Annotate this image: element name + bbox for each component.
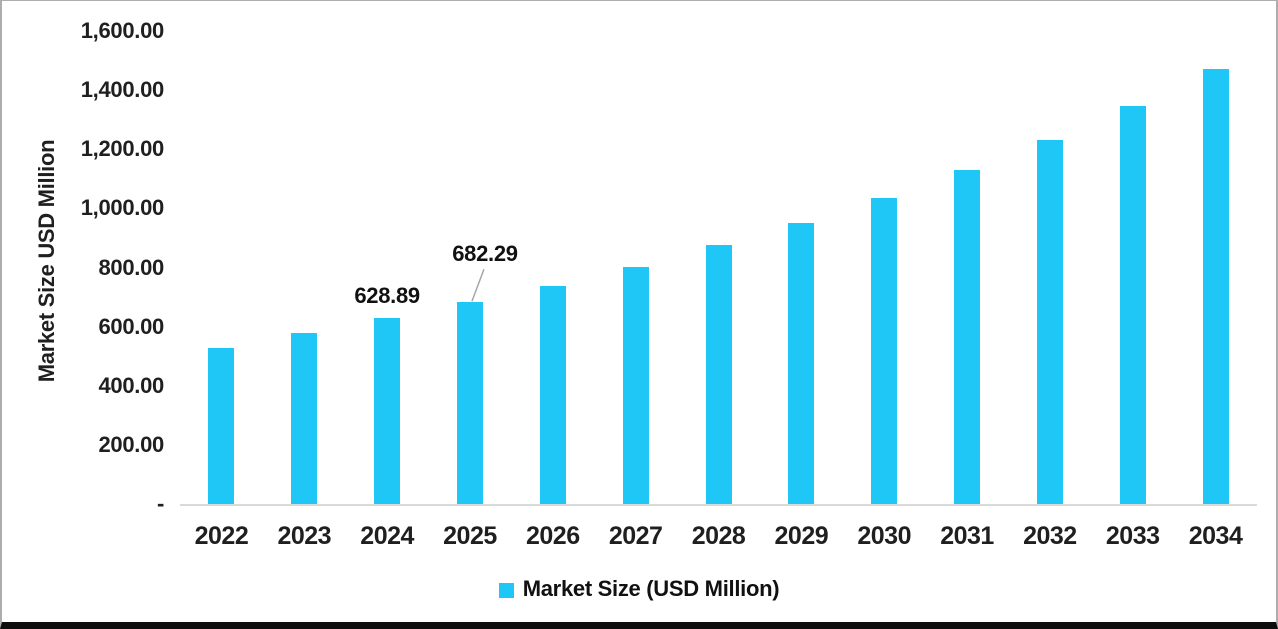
data-label-2025: 682.29 (452, 241, 518, 267)
y-tick-label: 200.00 (98, 431, 165, 457)
bar-2031 (954, 169, 981, 504)
y-tick-label: 1,600.00 (80, 18, 165, 43)
legend-swatch-icon (498, 582, 514, 598)
bar-2025 (456, 302, 483, 504)
x-axis-line (180, 504, 1257, 506)
y-axis-tick-labels: 1,600.00 1,400.00 1,200.00 1,000.00 800.00 60… (40, 18, 165, 516)
x-tick-label: 2028 (691, 522, 746, 550)
x-tick-label: 2031 (940, 522, 994, 550)
bar-2034 (1202, 69, 1229, 504)
y-tick-label: 1,000.00 (80, 195, 165, 221)
x-tick-label: 2025 (443, 522, 497, 550)
bar-2028 (705, 245, 732, 504)
legend: Market Size (USD Million) (2, 576, 1276, 602)
x-tick-label: 2027 (608, 522, 663, 550)
y-tick-label: 600.00 (98, 313, 165, 339)
y-tick-label: 1,400.00 (80, 77, 165, 103)
x-tick-label: 2029 (774, 522, 829, 550)
leader-line (471, 269, 485, 302)
y-tick-label: 1,200.00 (80, 136, 165, 162)
y-tick-label: 800.00 (98, 254, 165, 280)
bar-2032 (1036, 140, 1063, 504)
y-tick-label: - (156, 491, 164, 516)
x-tick-label: 2030 (857, 522, 911, 550)
plot-area: 628.89 682.29 (180, 31, 1257, 506)
x-tick-label: 2023 (277, 522, 332, 550)
x-tick-label: 2032 (1023, 522, 1077, 550)
x-tick-label: 2034 (1188, 522, 1243, 550)
data-label-2024: 628.89 (354, 283, 420, 309)
bar-2022 (208, 348, 235, 504)
bar-2023 (291, 333, 318, 504)
x-tick-label: 2033 (1105, 522, 1160, 550)
x-axis-tick-labels: 2022 2023 2024 2025 2026 2027 2028 2029 2030 2031… (180, 522, 1257, 554)
legend-label: Market Size (USD Million) (522, 576, 780, 601)
x-tick-label: 2026 (525, 522, 580, 550)
x-tick-label: 2024 (360, 522, 414, 550)
bar-2024 (374, 318, 401, 504)
y-tick-label: 400.00 (98, 372, 165, 398)
bar-2029 (788, 222, 815, 504)
x-tick-label: 2022 (194, 522, 249, 550)
bar-2030 (871, 198, 898, 504)
bar-2027 (622, 266, 649, 504)
bar-2033 (1119, 105, 1146, 504)
bar-2026 (539, 285, 566, 504)
